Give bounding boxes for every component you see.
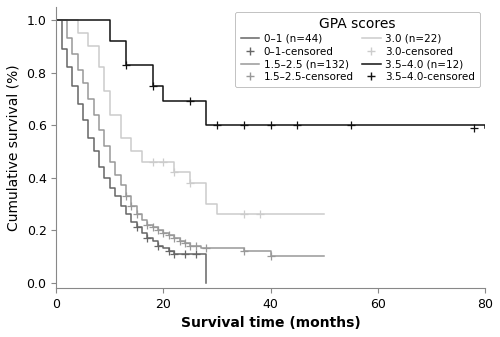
Point: [266, 253, 274, 259]
Point: [165, 248, 173, 254]
Legend: 0–1 (n=44), 0–1-censored, 1.5–2.5 (n=132), 1.5–2.5-censored, 3.0 (n=22), 3.0-cen: 0–1 (n=44), 0–1-censored, 1.5–2.5 (n=132…: [236, 12, 480, 87]
Point: [148, 225, 156, 230]
Point: [148, 159, 156, 164]
Point: [160, 159, 168, 164]
X-axis label: Survival time (months): Survival time (months): [181, 316, 360, 330]
Point: [170, 170, 178, 175]
Point: [240, 122, 248, 128]
Point: [240, 212, 248, 217]
Point: [347, 122, 355, 128]
Point: [122, 62, 130, 67]
Point: [213, 122, 221, 128]
Point: [192, 243, 200, 248]
Point: [170, 251, 178, 256]
Point: [186, 243, 194, 248]
Point: [202, 246, 210, 251]
Point: [186, 180, 194, 185]
Point: [294, 122, 302, 128]
Point: [160, 230, 168, 235]
Point: [181, 251, 189, 256]
Point: [176, 238, 184, 243]
Point: [470, 125, 478, 130]
Y-axis label: Cumulative survival (%): Cumulative survival (%): [7, 64, 21, 231]
Point: [256, 212, 264, 217]
Point: [132, 225, 140, 230]
Point: [148, 83, 156, 88]
Point: [192, 251, 200, 256]
Point: [170, 235, 178, 241]
Point: [144, 235, 152, 241]
Point: [266, 122, 274, 128]
Point: [144, 222, 152, 227]
Point: [154, 227, 162, 233]
Point: [186, 99, 194, 104]
Point: [181, 241, 189, 246]
Point: [128, 204, 136, 209]
Point: [154, 243, 162, 248]
Point: [240, 248, 248, 254]
Point: [165, 233, 173, 238]
Point: [122, 193, 130, 198]
Point: [132, 212, 140, 217]
